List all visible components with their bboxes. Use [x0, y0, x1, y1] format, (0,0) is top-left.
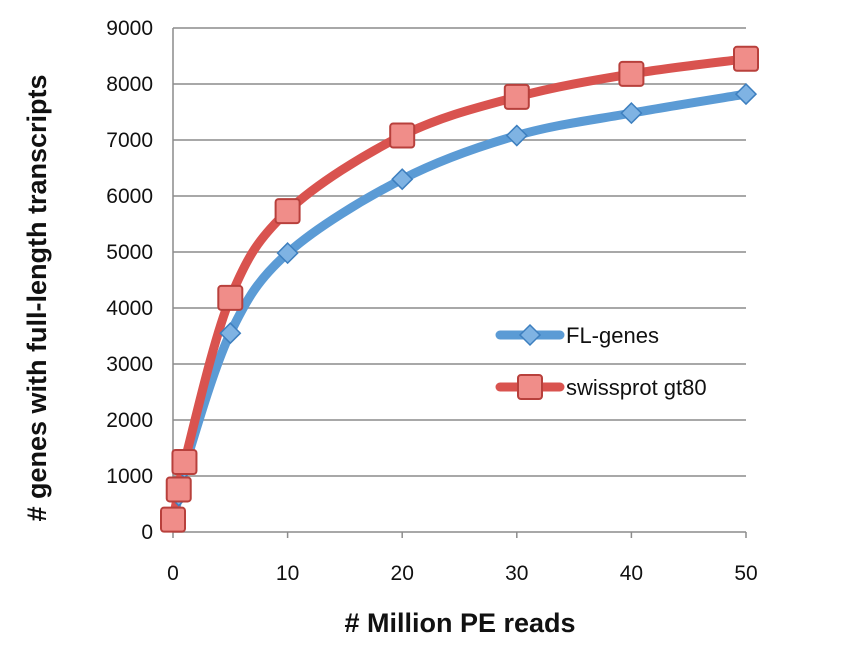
y-tick-label-3000: 3000 [106, 353, 153, 376]
y-tick-label-8000: 8000 [106, 73, 153, 96]
data-point-fl-genes-4 [276, 242, 299, 265]
y-tick-label-9000: 9000 [106, 17, 153, 40]
data-point-swissprot-gt80-0 [160, 506, 186, 533]
legend-label-swissprot-gt80: swissprot gt80 [566, 375, 707, 400]
data-point-fl-genes-5 [391, 168, 414, 191]
y-tick-label-0: 0 [141, 521, 153, 544]
data-point-swissprot-gt80-7 [618, 60, 645, 87]
data-point-fl-genes-8 [734, 83, 758, 106]
y-tick-label-2000: 2000 [106, 409, 153, 432]
data-point-fl-genes-7 [620, 102, 643, 125]
y-tick-label-5000: 5000 [106, 241, 153, 264]
axes [172, 28, 747, 538]
y-tick-label-4000: 4000 [106, 297, 153, 320]
x-tick-label-40: 40 [620, 562, 643, 585]
data-point-swissprot-gt80-6 [503, 83, 530, 110]
data-point-swissprot-gt80-4 [274, 198, 301, 225]
x-tick-label-20: 20 [391, 562, 414, 585]
data-point-swissprot-gt80-1 [165, 476, 192, 503]
y-axis-title: # genes with full-length transcripts [22, 74, 52, 521]
x-axis-title: # Million PE reads [344, 608, 575, 638]
series-group [160, 45, 759, 533]
legend-item-swissprot-gt80: swissprot gt80 [495, 374, 707, 400]
legend-marker-swissprot-gt80 [517, 374, 543, 400]
legend: FL-genes swissprot gt80 [495, 323, 707, 400]
data-point-fl-genes-6 [505, 124, 528, 147]
data-point-fl-genes-3 [219, 322, 242, 345]
y-tick-label-6000: 6000 [106, 185, 153, 208]
legend-item-fl-genes: FL-genes [495, 323, 659, 348]
x-tick-label-0: 0 [167, 562, 179, 585]
data-point-swissprot-gt80-8 [733, 45, 759, 72]
data-point-swissprot-gt80-3 [217, 284, 244, 311]
y-tick-labels: 0 1000 2000 3000 4000 5000 6000 7000 8000 9000 [106, 17, 153, 544]
data-point-swissprot-gt80-5 [389, 122, 416, 149]
y-tick-label-1000: 1000 [106, 465, 153, 488]
legend-label-fl-genes: FL-genes [566, 323, 659, 348]
gridlines [173, 27, 746, 477]
x-tick-label-50: 50 [734, 562, 757, 585]
x-tick-labels: 0 10 20 30 40 50 [167, 562, 758, 585]
x-tick-label-30: 30 [505, 562, 528, 585]
y-tick-label-7000: 7000 [106, 129, 153, 152]
data-point-swissprot-gt80-2 [171, 449, 198, 475]
legend-marker-fl-genes [518, 323, 542, 347]
x-tick-label-10: 10 [276, 562, 299, 585]
